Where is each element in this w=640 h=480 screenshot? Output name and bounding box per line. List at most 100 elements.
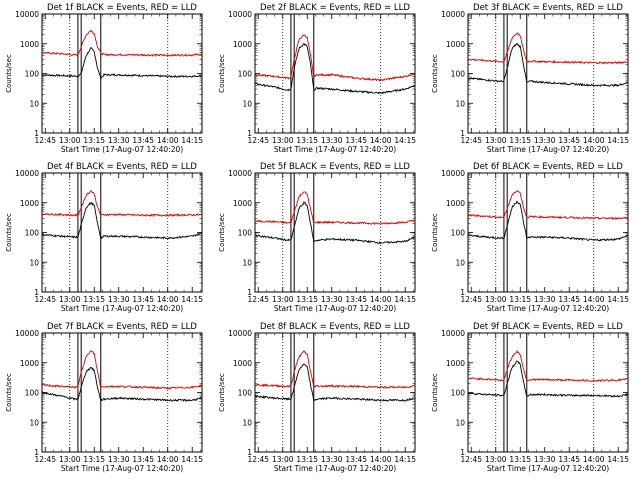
y-tick-label: 10 [242, 99, 252, 108]
plot-frame [467, 172, 629, 293]
events-series-line [254, 42, 415, 95]
y-axis-label: Counts/sec [218, 54, 226, 93]
panel-title: Det 1f BLACK = Events, RED = LLD [47, 3, 197, 13]
events-series-line [41, 46, 202, 81]
x-tick-label: 13:30 [321, 136, 343, 145]
y-tick-label: 1000 [446, 199, 465, 208]
detector-panel: Det 2f BLACK = Events, RED = LLD 1 10 100 10… [218, 3, 416, 154]
y-tick-label: 10000 [228, 10, 252, 19]
y-tick-label: 100 [25, 389, 40, 398]
y-tick-label: 100 [25, 70, 40, 79]
plot-frame [254, 13, 416, 134]
x-tick-label: 14:15 [181, 455, 203, 464]
x-tick-label: 13:30 [108, 136, 130, 145]
y-tick-label: 1000 [446, 359, 465, 368]
detector-panel: Det 9f BLACK = Events, RED = LLD 1 10 100 10… [431, 322, 629, 473]
y-tick-label: 100 [238, 389, 253, 398]
plot-frame [467, 13, 629, 134]
x-tick-label: 14:15 [607, 295, 629, 304]
lld-series-line [41, 29, 202, 57]
x-tick-label: 13:45 [345, 455, 367, 464]
x-tick-label: 14:15 [394, 455, 416, 464]
x-tick-label: 13:15 [509, 295, 531, 304]
y-tick-label: 100 [451, 229, 466, 238]
x-axis-label: Start Time (17-Aug-07 12:40:20) [274, 464, 396, 473]
y-tick-label: 1 [34, 129, 39, 138]
x-tick-label: 12:45 [34, 295, 56, 304]
y-axis-label: Counts/sec [5, 373, 13, 412]
x-tick-label: 12:45 [460, 136, 482, 145]
events-series-line [254, 200, 415, 244]
plot-frame [467, 332, 629, 453]
x-tick-label: 13:00 [485, 136, 507, 145]
x-tick-label: 13:45 [558, 455, 580, 464]
x-tick-label: 14:15 [181, 295, 203, 304]
y-axis-label: Counts/sec [5, 54, 13, 93]
x-tick-label: 14:00 [157, 455, 179, 464]
y-axis-label: Counts/sec [431, 213, 439, 252]
detector-panel: Det 7f BLACK = Events, RED = LLD 1 10 100 10… [5, 322, 203, 473]
x-tick-label: 13:30 [108, 455, 130, 464]
events-series-line [255, 363, 415, 402]
x-tick-label: 13:00 [59, 455, 81, 464]
x-axis-label: Start Time (17-Aug-07 12:40:20) [61, 464, 183, 473]
y-tick-label: 100 [238, 70, 253, 79]
x-tick-label: 13:15 [296, 455, 318, 464]
x-tick-label: 12:45 [460, 455, 482, 464]
y-tick-label: 1 [34, 288, 39, 297]
x-tick-label: 13:30 [321, 295, 343, 304]
y-axis-label: Counts/sec [218, 213, 226, 252]
events-series-line [467, 42, 628, 88]
x-tick-label: 13:00 [272, 136, 294, 145]
x-tick-label: 14:00 [370, 455, 392, 464]
x-axis-label: Start Time (17-Aug-07 12:40:20) [487, 145, 609, 154]
y-tick-label: 10000 [15, 329, 39, 338]
y-tick-label: 10 [455, 258, 465, 267]
y-tick-label: 100 [238, 229, 253, 238]
y-tick-label: 10 [29, 418, 39, 427]
x-tick-label: 14:15 [394, 295, 416, 304]
events-series-line [467, 360, 628, 398]
detector-panel: Det 1f BLACK = Events, RED = LLD 1 10 100 10… [5, 3, 203, 154]
x-tick-label: 14:00 [583, 455, 605, 464]
y-tick-label: 1 [34, 448, 39, 457]
x-tick-label: 13:00 [272, 455, 294, 464]
y-tick-label: 10000 [441, 10, 465, 19]
x-axis-label: Start Time (17-Aug-07 12:40:20) [274, 304, 396, 313]
lld-series-line [467, 349, 628, 383]
y-tick-label: 1 [460, 129, 465, 138]
y-tick-label: 10 [455, 418, 465, 427]
x-axis-label: Start Time (17-Aug-07 12:40:20) [487, 464, 609, 473]
y-tick-label: 1000 [233, 359, 252, 368]
y-axis-label: Counts/sec [5, 213, 13, 252]
x-tick-label: 12:45 [247, 295, 269, 304]
x-tick-label: 13:15 [83, 295, 105, 304]
x-tick-label: 12:45 [247, 455, 269, 464]
detector-panel: Det 5f BLACK = Events, RED = LLD 1 10 100 10… [218, 162, 416, 313]
x-tick-label: 13:00 [485, 295, 507, 304]
y-tick-label: 100 [25, 229, 40, 238]
lld-series-line [254, 350, 415, 389]
y-tick-label: 1 [247, 448, 252, 457]
x-tick-label: 13:15 [296, 136, 318, 145]
x-tick-label: 12:45 [460, 295, 482, 304]
x-tick-label: 14:00 [583, 136, 605, 145]
plot-frame [41, 332, 203, 453]
plot-frame [254, 332, 416, 453]
x-tick-label: 13:00 [59, 136, 81, 145]
lld-series-line [467, 190, 628, 221]
y-tick-label: 100 [451, 70, 466, 79]
plot-frame [41, 13, 203, 134]
x-tick-label: 13:45 [132, 455, 154, 464]
y-tick-label: 1000 [20, 199, 39, 208]
x-axis-label: Start Time (17-Aug-07 12:40:20) [61, 304, 183, 313]
x-tick-label: 13:45 [132, 136, 154, 145]
y-tick-label: 10 [455, 99, 465, 108]
events-series-line [41, 201, 202, 240]
x-tick-label: 14:15 [607, 136, 629, 145]
lld-series-line [254, 191, 415, 226]
lld-series-line [467, 32, 628, 65]
panel-title: Det 5f BLACK = Events, RED = LLD [260, 162, 410, 172]
plot-frame [254, 172, 416, 293]
y-tick-label: 1 [247, 129, 252, 138]
